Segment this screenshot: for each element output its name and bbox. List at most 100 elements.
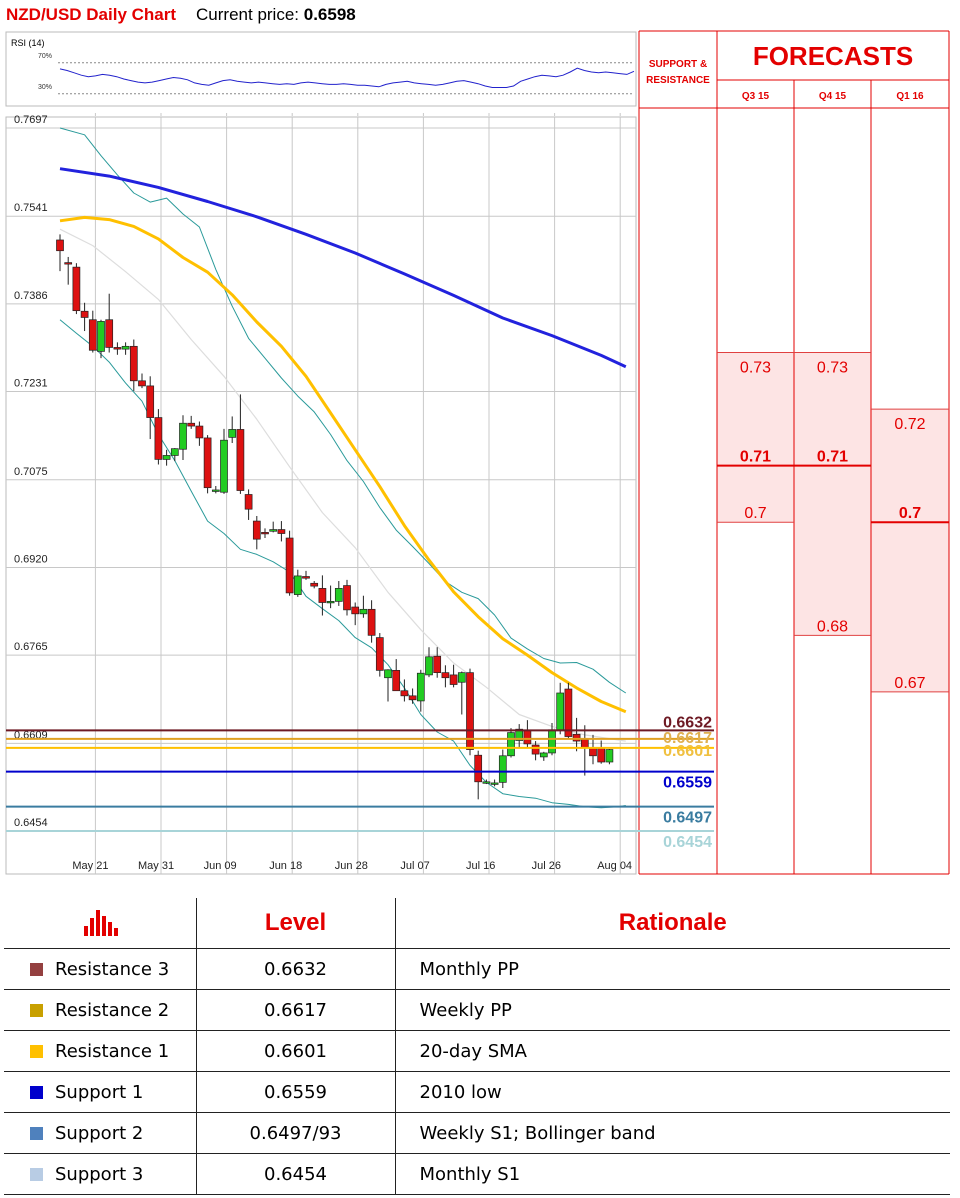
level-rationale: Weekly PP bbox=[395, 989, 950, 1031]
candle-body bbox=[113, 347, 122, 350]
candle-body bbox=[441, 672, 450, 679]
chart-header: NZD/USD Daily Chart Current price: 0.6598 bbox=[6, 5, 356, 25]
candle-body bbox=[162, 455, 171, 460]
header-rationale: Rationale bbox=[395, 898, 950, 949]
level-rationale: 20-day SMA bbox=[395, 1030, 950, 1072]
level-name: Support 3 bbox=[55, 1163, 144, 1185]
forecast-median-value: 0.71 bbox=[740, 449, 771, 466]
candle-body bbox=[572, 733, 581, 742]
bar-chart-icon bbox=[84, 910, 120, 936]
level-rationale: 2010 low bbox=[395, 1071, 950, 1113]
candle-body bbox=[236, 429, 245, 491]
forecast-high-value: 0.72 bbox=[894, 416, 925, 433]
forecast-range bbox=[717, 352, 794, 523]
candle-body bbox=[490, 782, 499, 785]
forecast-median-value: 0.7 bbox=[899, 505, 921, 522]
candle-body bbox=[318, 588, 327, 603]
color-swatch bbox=[30, 1126, 43, 1140]
sr-value: 0.6559 bbox=[663, 775, 712, 792]
forecast-column-label: Q4 15 bbox=[819, 91, 847, 102]
y-tick-label: 0.7541 bbox=[14, 202, 48, 214]
sr-value: 0.6632 bbox=[663, 714, 712, 731]
y-tick-label: 0.7697 bbox=[14, 114, 48, 126]
forecast-column-label: Q1 16 bbox=[896, 91, 924, 102]
x-tick-label: Aug 04 bbox=[597, 860, 632, 872]
x-tick-label: May 21 bbox=[72, 860, 108, 872]
bollinger-upper-line bbox=[59, 127, 627, 694]
candle-body bbox=[72, 266, 81, 312]
forecast-range bbox=[794, 352, 871, 636]
x-tick-label: Jul 26 bbox=[532, 860, 561, 872]
current-price-label: Current price: bbox=[196, 5, 300, 24]
chart-area: RSI (14) 70% 30% 0.7697 0.7541 0.7386 0.7231 0.… bbox=[5, 30, 950, 875]
candle-body bbox=[154, 417, 163, 460]
x-tick-label: Jul 07 bbox=[400, 860, 429, 872]
candle-body bbox=[392, 670, 401, 692]
table-row-support-1: Support 1 0.6559 2010 low bbox=[4, 1071, 950, 1113]
candle-body bbox=[449, 674, 458, 685]
header-chart-icon-cell bbox=[4, 898, 197, 949]
level-value: 0.6617 bbox=[196, 989, 396, 1031]
candle-body bbox=[187, 422, 196, 427]
candle-body bbox=[580, 739, 589, 749]
candle-body bbox=[293, 575, 302, 595]
rsi-upper-label: 70% bbox=[38, 53, 52, 60]
header-level: Level bbox=[196, 898, 396, 949]
candle-body bbox=[88, 319, 97, 351]
color-swatch bbox=[30, 962, 43, 976]
candle-body bbox=[343, 585, 351, 611]
level-name: Resistance 3 bbox=[55, 958, 170, 980]
candle-body bbox=[80, 310, 89, 318]
y-tick-label: 0.6454 bbox=[14, 817, 48, 829]
forecast-low-value: 0.68 bbox=[817, 618, 848, 635]
forecast-low-value: 0.67 bbox=[894, 675, 925, 692]
candle-body bbox=[170, 448, 179, 456]
color-swatch bbox=[30, 1003, 43, 1017]
candle-body bbox=[531, 744, 540, 755]
candle-body bbox=[285, 537, 294, 594]
table-row-resistance-2: Resistance 2 0.6617 Weekly PP bbox=[4, 989, 950, 1031]
sr-value: 0.6601 bbox=[663, 743, 712, 760]
candle-body bbox=[195, 425, 204, 439]
candle-body bbox=[129, 345, 138, 382]
level-name: Support 1 bbox=[55, 1081, 144, 1103]
level-rationale: Weekly S1; Bollinger band bbox=[395, 1112, 950, 1154]
candle-body bbox=[384, 669, 392, 679]
candle-body bbox=[564, 688, 573, 737]
table-row-support-3: Support 3 0.6454 Monthly S1 bbox=[4, 1153, 950, 1195]
candle-body bbox=[375, 637, 384, 671]
rsi-label: RSI (14) bbox=[11, 38, 45, 48]
x-tick-label: Jun 18 bbox=[269, 860, 302, 872]
candle-body bbox=[416, 672, 425, 702]
candle-body bbox=[597, 748, 606, 763]
candle-body bbox=[302, 576, 310, 579]
y-tick-label: 0.7075 bbox=[14, 466, 48, 478]
sr-value: 0.6617 bbox=[663, 730, 712, 747]
candle-body bbox=[138, 380, 146, 387]
candle-body bbox=[244, 494, 253, 510]
candle-body bbox=[466, 672, 474, 750]
candle-body bbox=[310, 582, 319, 587]
candle-body bbox=[220, 439, 228, 493]
candle-body bbox=[252, 520, 261, 540]
sma200-line bbox=[59, 167, 627, 369]
x-tick-label: Jun 09 bbox=[204, 860, 237, 872]
candle-body bbox=[548, 729, 556, 754]
support-resistance-label: RESISTANCE bbox=[646, 75, 710, 86]
table-row-support-2: Support 2 0.6497/93 Weekly S1; Bollinger… bbox=[4, 1112, 950, 1154]
levels-table: Level Rationale Resistance 3 0.6632 Mont… bbox=[4, 898, 950, 1195]
candle-body bbox=[203, 437, 212, 489]
table-row-resistance-1: Resistance 1 0.6601 20-day SMA bbox=[4, 1030, 950, 1072]
candle-body bbox=[523, 729, 532, 745]
level-name: Resistance 1 bbox=[55, 1040, 170, 1062]
sr-value: 0.6497 bbox=[663, 810, 712, 827]
candle-body bbox=[605, 749, 614, 763]
forecast-high-value: 0.73 bbox=[740, 360, 771, 377]
forecasts-title: FORECASTS bbox=[753, 41, 913, 71]
candle-body bbox=[97, 321, 105, 352]
level-value: 0.6559 bbox=[196, 1071, 396, 1113]
candle-body bbox=[261, 532, 269, 535]
chart-title: NZD/USD Daily Chart bbox=[6, 5, 177, 24]
candle-body bbox=[507, 732, 515, 757]
level-name: Support 2 bbox=[55, 1122, 144, 1144]
